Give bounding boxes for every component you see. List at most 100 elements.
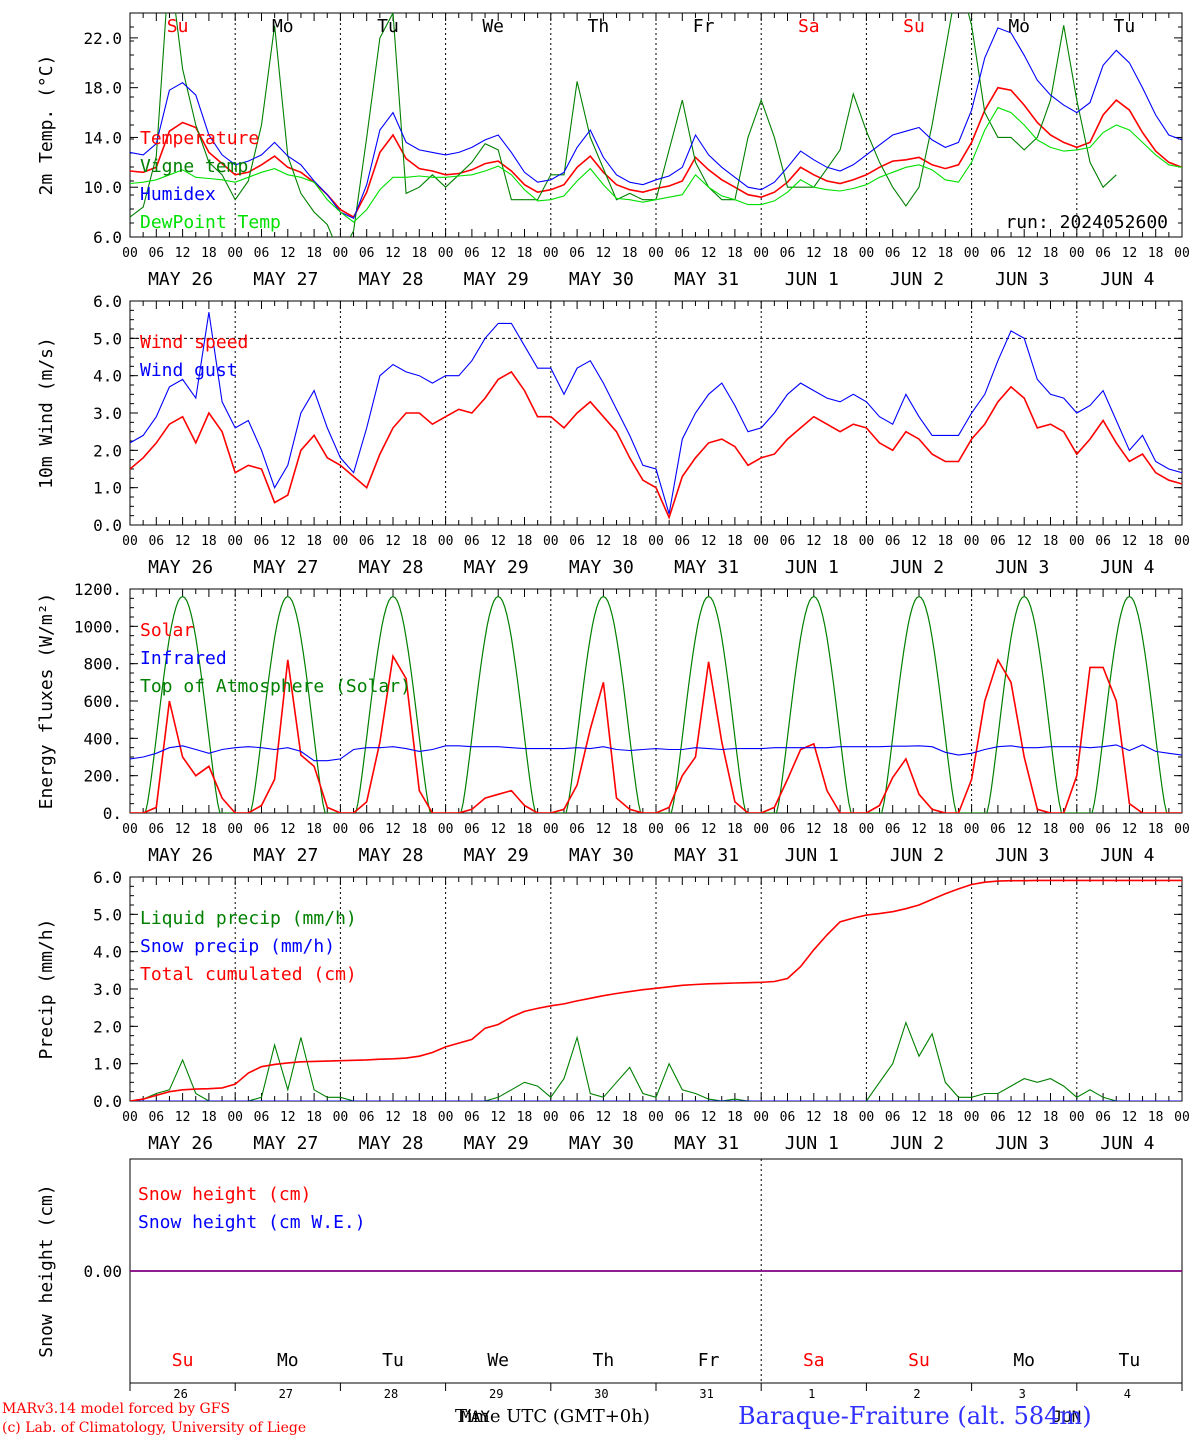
hour-tick-label: 18	[306, 246, 322, 261]
hour-tick-label: 18	[1043, 822, 1059, 837]
bottom-day-number: 30	[594, 1387, 608, 1401]
hour-tick-label: 12	[1016, 822, 1032, 837]
bottom-day-name: Mo	[1013, 1350, 1035, 1371]
hour-tick-label: 18	[937, 1110, 953, 1125]
hour-tick-label: 18	[517, 246, 533, 261]
y-tick-label: 4.0	[93, 943, 122, 962]
hour-tick-label: 06	[254, 534, 270, 549]
hour-tick-label: 00	[1174, 822, 1190, 837]
hour-tick-label: 12	[911, 534, 927, 549]
hour-tick-label: 12	[596, 1110, 612, 1125]
hour-tick-label: 18	[937, 822, 953, 837]
hour-tick-label: 06	[464, 822, 480, 837]
hour-tick-label: 00	[648, 534, 664, 549]
hour-tick-label: 12	[806, 246, 822, 261]
date-label: MAY 29	[464, 557, 529, 578]
hour-tick-label: 06	[359, 246, 375, 261]
hour-tick-label: 12	[280, 534, 296, 549]
date-label: JUN 4	[1100, 845, 1154, 866]
hour-tick-label: 12	[385, 1110, 401, 1125]
hour-tick-label: 06	[359, 1110, 375, 1125]
date-label: MAY 31	[674, 1133, 739, 1154]
date-label: JUN 1	[785, 1133, 839, 1154]
date-label: MAY 30	[569, 845, 634, 866]
hour-tick-label: 06	[674, 822, 690, 837]
date-label: MAY 30	[569, 557, 634, 578]
hour-tick-label: 06	[990, 1110, 1006, 1125]
hour-tick-label: 12	[701, 1110, 717, 1125]
hour-tick-label: 12	[385, 822, 401, 837]
y-tick-label: 1000.	[74, 617, 122, 636]
hour-tick-label: 00	[543, 246, 559, 261]
hour-tick-label: 00	[859, 534, 875, 549]
hour-tick-label: 12	[490, 822, 506, 837]
hour-tick-label: 00	[964, 822, 980, 837]
bottom-axis: Su Mo Tu We Th Fr Sa Su Mo Tu 26 27 28 29 30 31 1 2 3 4 MAY J…	[129, 1350, 1183, 1426]
date-label: MAY 31	[674, 557, 739, 578]
hour-tick-label: 12	[175, 534, 191, 549]
legend-entry: DewPoint Temp	[140, 212, 281, 233]
date-label: MAY 26	[148, 845, 213, 866]
series-line-1	[130, 1020, 1182, 1101]
legend-entry: Snow height (cm W.E.)	[138, 1212, 366, 1233]
hour-tick-label: 00	[333, 534, 349, 549]
hour-tick-label: 12	[385, 534, 401, 549]
day-name: Sa	[798, 16, 820, 37]
date-label: JUN 4	[1100, 1133, 1154, 1154]
hour-tick-label: 06	[464, 1110, 480, 1125]
hour-tick-label: 00	[543, 534, 559, 549]
hour-tick-label: 00	[438, 534, 454, 549]
date-label: MAY 26	[148, 1133, 213, 1154]
credit-line-1: MARv3.14 model forced by GFS	[2, 1401, 231, 1417]
hour-tick-label: 00	[753, 246, 769, 261]
hour-tick-label: 06	[1095, 246, 1111, 261]
hour-tick-label: 12	[911, 822, 927, 837]
y-tick-label: 6.0	[93, 868, 122, 887]
series-line-2	[130, 13, 1117, 237]
panel-5: 0.00 Snow height (cm) Snow height (cm) Snow…	[36, 1158, 1183, 1384]
hour-tick-label: 12	[280, 822, 296, 837]
bottom-day-name: Tu	[382, 1350, 404, 1371]
hour-tick-label: 12	[806, 1110, 822, 1125]
date-label: JUN 1	[785, 269, 839, 290]
bottom-day-number: 4	[1124, 1387, 1131, 1401]
hour-tick-label: 00	[543, 1110, 559, 1125]
hour-tick-label: 18	[201, 1110, 217, 1125]
month-label-jun: JUN	[1052, 1407, 1081, 1426]
hour-tick-label: 18	[306, 1110, 322, 1125]
hour-tick-label: 00	[333, 822, 349, 837]
hour-tick-label: 00	[1069, 822, 1085, 837]
hour-tick-label: 00	[438, 822, 454, 837]
hour-tick-label: 00	[648, 246, 664, 261]
date-label: MAY 31	[674, 845, 739, 866]
y-tick-label: 14.0	[83, 128, 122, 147]
hour-tick-label: 18	[306, 822, 322, 837]
date-label: MAY 26	[148, 557, 213, 578]
legend-entry: Solar	[140, 620, 194, 641]
day-name: Mo	[1008, 16, 1030, 37]
hour-tick-label: 12	[596, 534, 612, 549]
series-line-2	[130, 744, 1182, 762]
hour-tick-label: 00	[1069, 1110, 1085, 1125]
hour-tick-label: 12	[806, 534, 822, 549]
month-label-may: MAY	[461, 1407, 490, 1426]
hour-tick-label: 00	[122, 246, 138, 261]
hour-tick-label: 12	[911, 1110, 927, 1125]
hour-tick-label: 18	[411, 1110, 427, 1125]
y-tick-label: 5.0	[93, 905, 122, 924]
legend-entry: Top of Atmosphere (Solar)	[140, 676, 411, 697]
hour-tick-label: 06	[464, 246, 480, 261]
day-name: Su	[903, 16, 925, 37]
legend-entry: Snow height (cm)	[138, 1184, 311, 1205]
date-label: JUN 3	[995, 1133, 1049, 1154]
y-tick-label: 3.0	[93, 980, 122, 999]
hour-tick-label: 06	[569, 246, 585, 261]
hour-tick-label: 06	[885, 822, 901, 837]
day-name: Mo	[272, 16, 294, 37]
run-label: run: 2024052600	[1005, 212, 1168, 233]
hour-tick-label: 18	[411, 822, 427, 837]
y-tick-label: 5.0	[93, 329, 122, 348]
hour-tick-label: 18	[1148, 246, 1164, 261]
y-tick-label: 1.0	[93, 1055, 122, 1074]
date-label: MAY 30	[569, 269, 634, 290]
